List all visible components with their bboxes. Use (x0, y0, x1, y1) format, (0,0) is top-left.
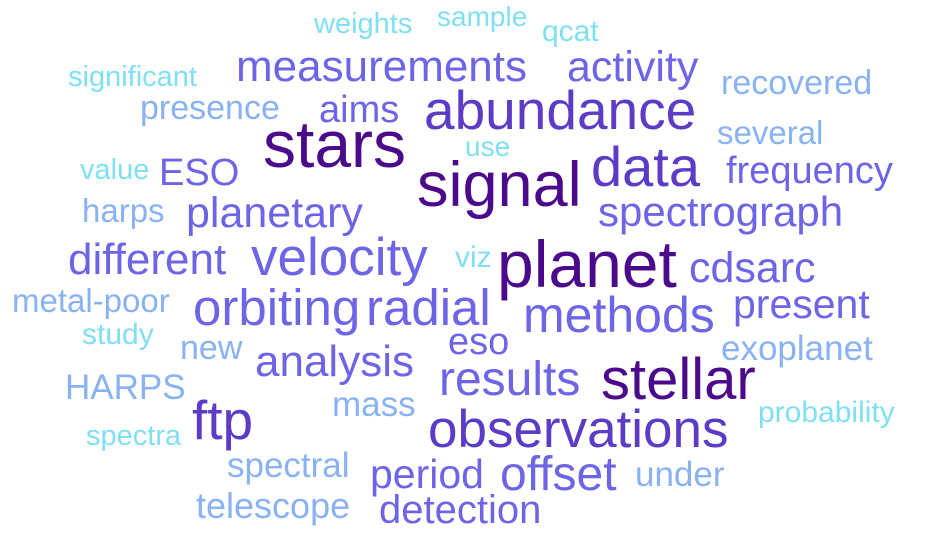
word-eso-caps: ESO (159, 152, 240, 194)
word-weights: weights (314, 8, 413, 40)
word-use: use (465, 131, 511, 162)
word-velocity: velocity (251, 228, 428, 287)
word-present: present (733, 281, 870, 327)
word-value: value (80, 154, 150, 186)
word-measurements: measurements (236, 42, 528, 91)
word-harps-caps: HARPS (65, 368, 186, 407)
word-abundance: abundance (424, 79, 697, 141)
word-analysis: analysis (255, 337, 414, 386)
word-probability: probability (758, 396, 895, 429)
word-viz: viz (455, 241, 492, 274)
word-stellar: stellar (601, 347, 756, 412)
word-recovered: recovered (721, 64, 873, 102)
word-mass: mass (332, 385, 416, 424)
word-different: different (68, 235, 227, 284)
word-activity: activity (567, 43, 699, 91)
word-stars: stars (263, 107, 407, 181)
word-spectra: spectra (86, 420, 182, 452)
word-signal: signal (417, 150, 582, 220)
word-results: results (439, 353, 581, 406)
word-study: study (82, 318, 154, 351)
word-new: new (180, 329, 243, 367)
word-offset: offset (500, 448, 617, 501)
word-metal-poor: metal-poor (12, 282, 170, 319)
word-methods: methods (523, 287, 715, 343)
word-period: period (370, 451, 484, 497)
word-exoplanet: exoplanet (721, 329, 873, 368)
word-detection: detection (379, 488, 542, 532)
word-qcat: qcat (542, 15, 599, 48)
word-spectrograph: spectrograph (598, 188, 844, 235)
word-cdsarc: cdsarc (689, 244, 816, 292)
word-sample: sample (437, 1, 528, 32)
word-under: under (635, 455, 725, 494)
word-aims: aims (319, 89, 400, 131)
word-telescope: telescope (196, 485, 351, 526)
word-planet: planet (497, 227, 677, 301)
word-data: data (591, 135, 700, 198)
word-ftp: ftp (192, 389, 254, 451)
word-eso: eso (448, 321, 510, 363)
word-frequency: frequency (726, 150, 893, 192)
word-several: several (717, 114, 824, 151)
word-significant: significant (68, 61, 197, 93)
word-presence: presence (140, 89, 280, 127)
word-harps: harps (82, 192, 165, 229)
word-observations: observations (428, 400, 729, 459)
word-radial: radial (366, 279, 491, 336)
word-planetary: planetary (186, 189, 363, 237)
word-orbiting: orbiting (193, 279, 361, 336)
word-spectral: spectral (227, 446, 350, 485)
